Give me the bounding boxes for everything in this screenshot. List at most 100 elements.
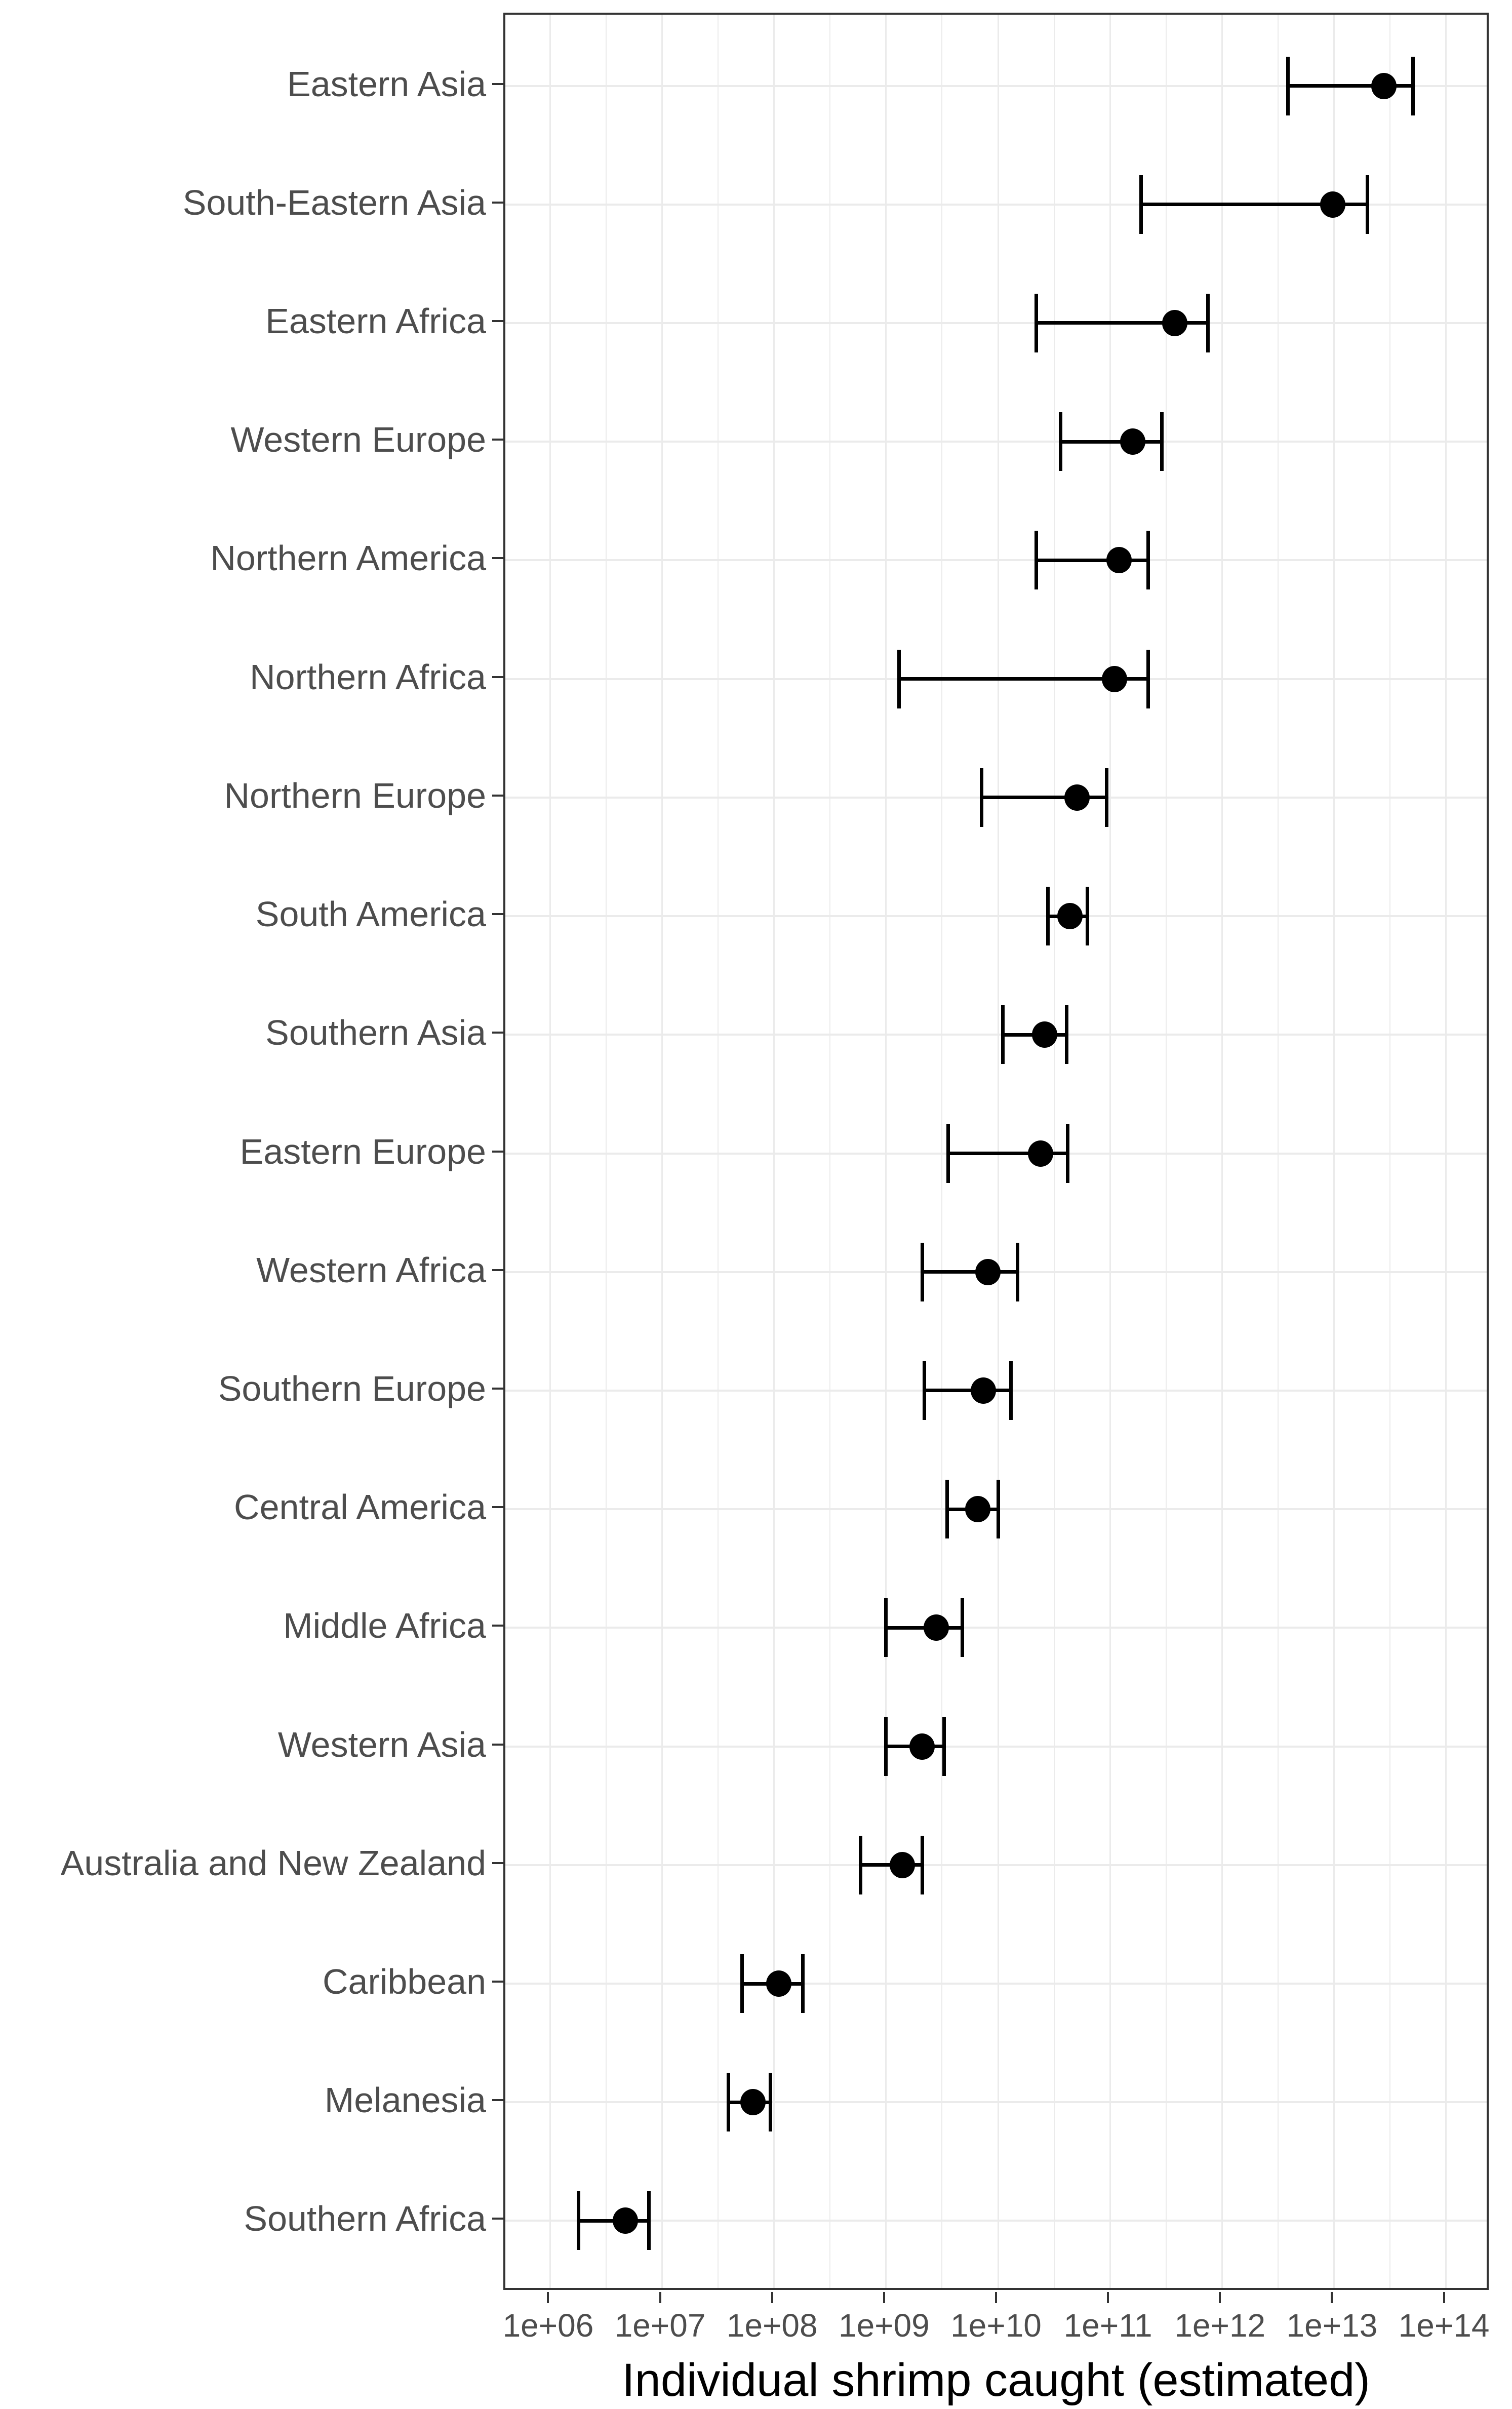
errorbar-cap-high	[1160, 412, 1164, 471]
errorbar-cap-high	[996, 1480, 1000, 1539]
row-gridline	[505, 441, 1487, 443]
y-axis-label: South America	[255, 894, 486, 934]
errorbar-cap-high	[1411, 56, 1415, 115]
errorbar-cap-low	[897, 649, 901, 708]
minor-gridline	[718, 15, 719, 2288]
errorbar-line	[899, 677, 1148, 681]
errorbar-cap-low	[740, 1954, 744, 2013]
y-axis-label: Australia and New Zealand	[60, 1843, 486, 1883]
row-gridline	[505, 1034, 1487, 1036]
errorbar-cap-high	[801, 1954, 805, 2013]
y-tick-mark	[492, 1625, 503, 1627]
point-estimate-dot	[1064, 784, 1090, 811]
row-gridline	[505, 1864, 1487, 1866]
errorbar-line	[981, 796, 1107, 800]
row-gridline	[505, 915, 1487, 918]
minor-gridline	[606, 15, 607, 2288]
row-gridline	[505, 85, 1487, 87]
point-estimate-dot	[1031, 1021, 1057, 1048]
x-tick-mark	[659, 2292, 661, 2303]
x-tick-mark	[771, 2292, 773, 2303]
minor-gridline	[1277, 15, 1279, 2288]
y-tick-mark	[492, 676, 503, 678]
errorbar-cap-low	[923, 1361, 927, 1420]
row-gridline	[505, 2101, 1487, 2104]
errorbar-cap-low	[1034, 531, 1039, 590]
plot-panel	[503, 13, 1489, 2290]
errorbar-cap-low	[884, 1598, 888, 1657]
errorbar-cap-high	[1086, 887, 1090, 946]
y-axis-label: Northern Europe	[224, 775, 486, 815]
y-axis-label: Eastern Asia	[287, 64, 486, 104]
major-gridline	[997, 15, 999, 2288]
errorbar-cap-low	[920, 1242, 924, 1301]
point-estimate-dot	[975, 1258, 1001, 1285]
x-tick-label: 1e+11	[1063, 2307, 1152, 2344]
errorbar-cap-low	[1058, 412, 1062, 471]
errorbar-cap-low	[858, 1835, 862, 1894]
x-tick-mark	[1219, 2292, 1221, 2303]
point-estimate-dot	[1320, 191, 1346, 218]
errorbar-cap-high	[769, 2073, 773, 2132]
x-tick-label: 1e+10	[950, 2307, 1042, 2344]
y-tick-mark	[492, 2099, 503, 2102]
errorbar-cap-high	[1366, 175, 1370, 234]
x-tick-label: 1e+07	[614, 2307, 706, 2344]
x-tick-mark	[883, 2292, 885, 2303]
errorbar-cap-high	[1206, 293, 1210, 352]
row-gridline	[505, 322, 1487, 324]
x-tick-label: 1e+13	[1286, 2307, 1378, 2344]
point-estimate-dot	[923, 1614, 949, 1641]
row-gridline	[505, 1983, 1487, 1985]
errorbar-cap-low	[946, 1124, 950, 1183]
point-estimate-dot	[1057, 903, 1083, 930]
point-estimate-dot	[766, 1970, 791, 1997]
y-tick-mark	[492, 439, 503, 441]
errorbar-line	[1060, 440, 1162, 444]
point-estimate-dot	[1162, 309, 1188, 336]
y-tick-mark	[492, 2218, 503, 2220]
errorbar-cap-low	[979, 768, 983, 827]
point-estimate-dot	[890, 1851, 916, 1878]
point-estimate-dot	[965, 1496, 991, 1523]
minor-gridline	[829, 15, 831, 2288]
errorbar-cap-high	[1104, 768, 1108, 827]
y-tick-mark	[492, 201, 503, 204]
y-axis-label: Southern Asia	[265, 1013, 486, 1053]
y-axis-label: Southern Africa	[244, 2199, 486, 2239]
errorbar-cap-high	[1146, 649, 1150, 708]
errorbar-cap-high	[920, 1835, 924, 1894]
errorbar-cap-high	[961, 1598, 964, 1657]
errorbar-cap-high	[942, 1717, 946, 1776]
x-tick-label: 1e+09	[838, 2307, 930, 2344]
y-axis-label: Northern America	[210, 538, 486, 578]
point-estimate-dot	[1106, 547, 1132, 574]
errorbar-cap-high	[1066, 1124, 1070, 1183]
y-tick-mark	[492, 1032, 503, 1034]
errorbar-cap-low	[884, 1717, 888, 1776]
x-tick-label: 1e+06	[502, 2307, 594, 2344]
minor-gridline	[1165, 15, 1167, 2288]
errorbar-cap-high	[647, 2191, 651, 2250]
errorbar-line	[924, 1389, 1011, 1393]
major-gridline	[661, 15, 663, 2288]
row-gridline	[505, 1627, 1487, 1629]
row-gridline	[505, 1745, 1487, 1748]
major-gridline	[885, 15, 887, 2288]
y-tick-mark	[492, 83, 503, 85]
major-gridline	[1221, 15, 1223, 2288]
point-estimate-dot	[740, 2089, 766, 2116]
point-estimate-dot	[613, 2207, 639, 2234]
x-tick-mark	[995, 2292, 997, 2303]
y-axis-label: Eastern Europe	[240, 1131, 486, 1171]
y-tick-mark	[492, 1150, 503, 1153]
y-tick-mark	[492, 1387, 503, 1390]
row-gridline	[505, 2220, 1487, 2222]
point-estimate-dot	[971, 1377, 997, 1404]
major-gridline	[549, 15, 551, 2288]
minor-gridline	[1053, 15, 1055, 2288]
plot-panel-inner	[505, 15, 1487, 2288]
y-axis-label: Central America	[234, 1487, 486, 1527]
errorbar-line	[1036, 321, 1208, 325]
